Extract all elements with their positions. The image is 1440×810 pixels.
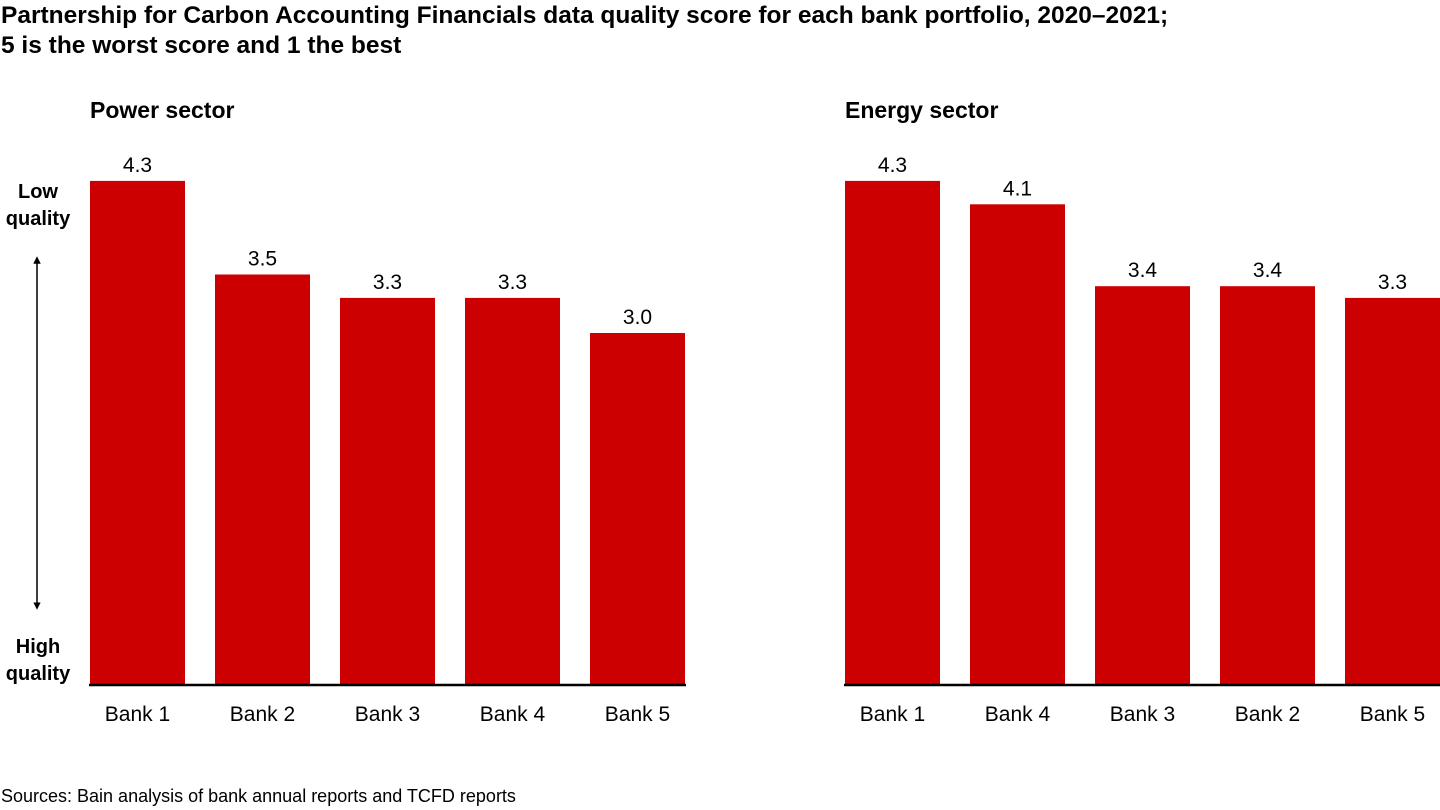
energy-sector-category-label-bank-5: Bank 5 <box>1360 703 1425 726</box>
energy-sector-category-label-bank-1: Bank 1 <box>860 703 925 726</box>
energy-sector-data-label-bank-4: 4.1 <box>1003 177 1032 200</box>
power-sector-bar-bank-3 <box>340 297 435 684</box>
chart-title-line-1: Partnership for Carbon Accounting Financ… <box>1 2 1169 29</box>
power-sector-bar-bank-2 <box>215 274 310 684</box>
energy-sector-data-label-bank-2: 3.4 <box>1253 259 1283 282</box>
power-sector-category-label-bank-3: Bank 3 <box>355 703 420 726</box>
energy-sector-category-label-bank-3: Bank 3 <box>1110 703 1175 726</box>
power-sector-bar-bank-1 <box>90 180 185 684</box>
energy-sector-bar-bank-2 <box>1220 286 1315 684</box>
energy-sector-bar-bank-4 <box>970 204 1065 685</box>
y-axis-bottom-label: High quality <box>0 634 76 688</box>
power-sector-data-label-bank-2: 3.5 <box>248 248 277 271</box>
energy-sector-data-label-bank-5: 3.3 <box>1378 271 1407 294</box>
power-sector-bar-bank-5 <box>590 333 685 684</box>
power-sector-category-label-bank-2: Bank 2 <box>230 703 295 726</box>
energy-sector-chart: 4.3 Bank 1 4.1 Bank 4 3.4 Bank 3 3.4 Bank 2 3.3 B… <box>844 154 1440 726</box>
energy-sector-panel-title: Energy sector <box>845 97 999 123</box>
energy-sector-data-label-bank-1: 4.3 <box>878 154 907 177</box>
y-axis-top-label-line-1: Low <box>18 181 58 203</box>
energy-sector-category-label-bank-2: Bank 2 <box>1235 703 1300 726</box>
power-sector-data-label-bank-1: 4.3 <box>123 154 152 177</box>
power-sector-data-label-bank-3: 3.3 <box>373 271 402 294</box>
energy-sector-bar-bank-3 <box>1095 286 1190 684</box>
energy-sector-bar-bank-5 <box>1345 297 1440 684</box>
y-axis-top-label: Low quality <box>0 179 76 233</box>
power-sector-panel-title: Power sector <box>90 97 235 123</box>
power-sector-data-label-bank-5: 3.0 <box>623 306 652 329</box>
source-note: Sources: Bain analysis of bank annual re… <box>1 786 516 806</box>
chart-title: Partnership for Carbon Accounting Financ… <box>1 1 1437 61</box>
energy-sector-category-label-bank-4: Bank 4 <box>985 703 1051 726</box>
y-axis-top-label-line-2: quality <box>5 208 71 230</box>
chart-title-line-2: 5 is the worst score and 1 the best <box>1 32 402 59</box>
y-axis-bottom-label-line-2: quality <box>5 663 71 685</box>
power-sector-category-label-bank-1: Bank 1 <box>105 703 170 726</box>
power-sector-bar-bank-4 <box>465 297 560 684</box>
power-sector-category-label-bank-4: Bank 4 <box>480 703 546 726</box>
y-axis-bottom-label-line-1: High <box>15 636 61 658</box>
power-sector-category-label-bank-5: Bank 5 <box>605 703 670 726</box>
power-sector-data-label-bank-4: 3.3 <box>498 271 527 294</box>
energy-sector-data-label-bank-3: 3.4 <box>1128 259 1158 282</box>
power-sector-chart: 4.3 Bank 1 3.5 Bank 2 3.3 Bank 3 3.3 Bank 4 3.0 B… <box>89 154 686 726</box>
energy-sector-bar-bank-1 <box>845 180 940 684</box>
